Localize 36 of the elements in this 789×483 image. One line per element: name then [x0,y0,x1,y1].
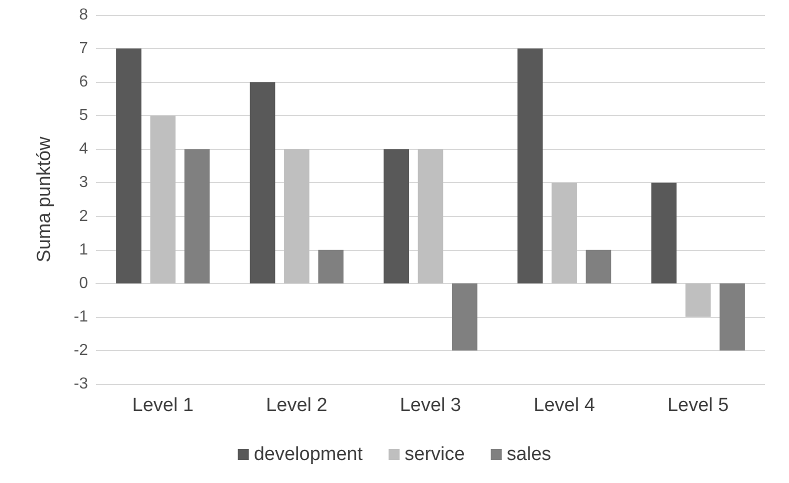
bar [552,182,577,284]
legend-label: development [254,444,364,465]
bar [250,82,276,284]
bar [284,149,310,284]
y-tick-label: -2 [74,342,88,359]
y-tick-label: 1 [79,241,88,258]
y-tick-label: 2 [79,208,88,225]
y-tick-label: -1 [74,308,88,326]
bar [517,48,543,284]
x-tick-label: Level 5 [667,395,729,416]
bar [318,250,344,284]
legend-label: sales [506,444,552,465]
bar [651,182,677,284]
y-tick-label: 3 [79,174,88,192]
x-tick-label: Level 1 [132,395,194,416]
y-tick-label: 8 [79,6,88,24]
bar [150,116,176,284]
y-tick-label: 5 [79,107,88,124]
bar [418,149,444,284]
legend-label: service [404,444,465,465]
bar [384,149,409,284]
bar [184,149,210,284]
bar [452,283,478,350]
x-tick-label: Level 2 [266,395,328,416]
bar [720,283,745,350]
bar [116,48,142,284]
y-axis-title: Suma punktów [34,136,55,262]
y-tick-label: -3 [74,376,88,392]
bar [685,283,711,317]
y-tick-label: 7 [79,40,88,58]
x-tick-label: Level 4 [534,395,596,416]
x-tick-label: Level 3 [400,395,462,416]
y-tick-label: 4 [79,140,88,158]
y-tick-label: 0 [79,274,88,292]
bar [586,250,612,284]
y-tick-label: 6 [79,74,88,91]
